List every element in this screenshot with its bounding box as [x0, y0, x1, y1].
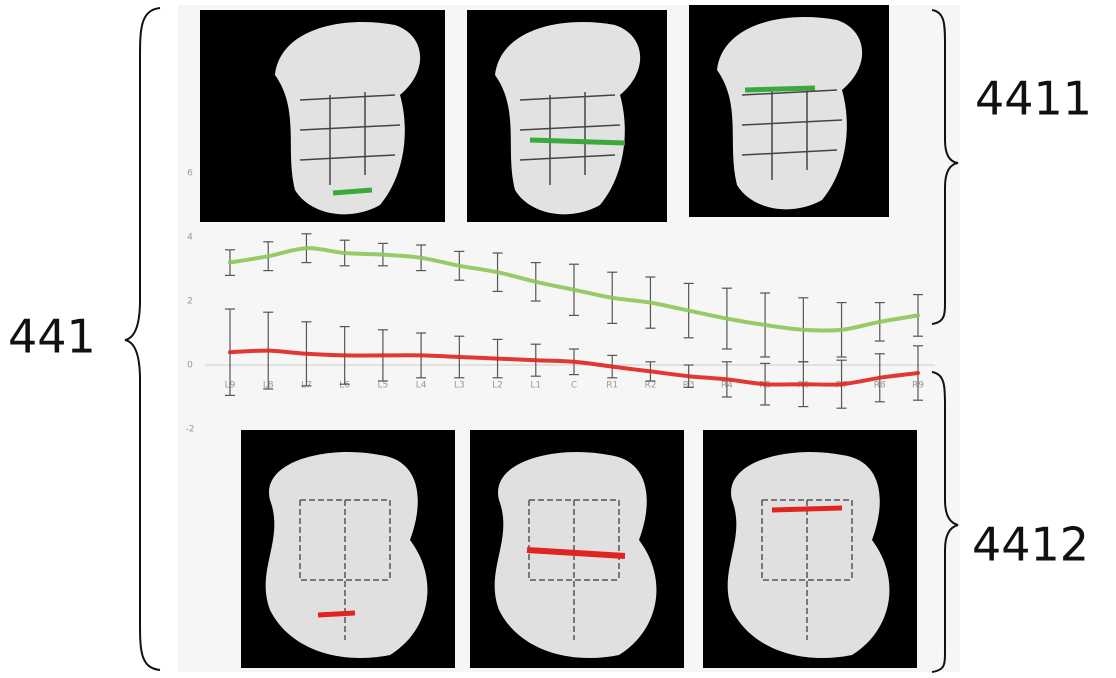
annotation: 4411 [975, 72, 1092, 126]
y-tick-label: 0 [187, 361, 193, 371]
y-tick-label: -2 [186, 425, 195, 435]
top-images [200, 5, 889, 222]
photo [470, 430, 684, 668]
x-tick-label: L2 [492, 381, 503, 391]
x-tick-label: L1 [530, 381, 541, 391]
braces [124, 7, 959, 673]
x-tick-label: L5 [378, 381, 389, 391]
x-tick-label: R1 [606, 381, 618, 391]
series-line [228, 246, 920, 333]
brace [931, 9, 959, 325]
series-line [228, 348, 920, 387]
x-tick-label: L3 [454, 381, 465, 391]
x-tick-label: L4 [416, 381, 427, 391]
photo [689, 5, 889, 217]
annotation: 441 [8, 310, 96, 364]
plot: -20246L9L8L7L6L5L4L3L2L1CR1R2R3R4R5R6R7R… [186, 169, 935, 435]
photo [703, 430, 917, 668]
y-tick-label: 2 [187, 297, 193, 307]
brace [931, 371, 959, 673]
photo [467, 10, 667, 222]
x-tick-label: R2 [644, 381, 656, 391]
x-tick-label: L6 [339, 381, 350, 391]
annotation: 4412 [972, 518, 1089, 572]
bottom-images [241, 430, 917, 668]
brace [124, 7, 161, 671]
y-tick-label: 6 [187, 169, 193, 179]
x-tick-label: C [571, 381, 577, 391]
y-tick-label: 4 [187, 233, 193, 243]
photo [241, 430, 455, 668]
photo [200, 10, 445, 222]
